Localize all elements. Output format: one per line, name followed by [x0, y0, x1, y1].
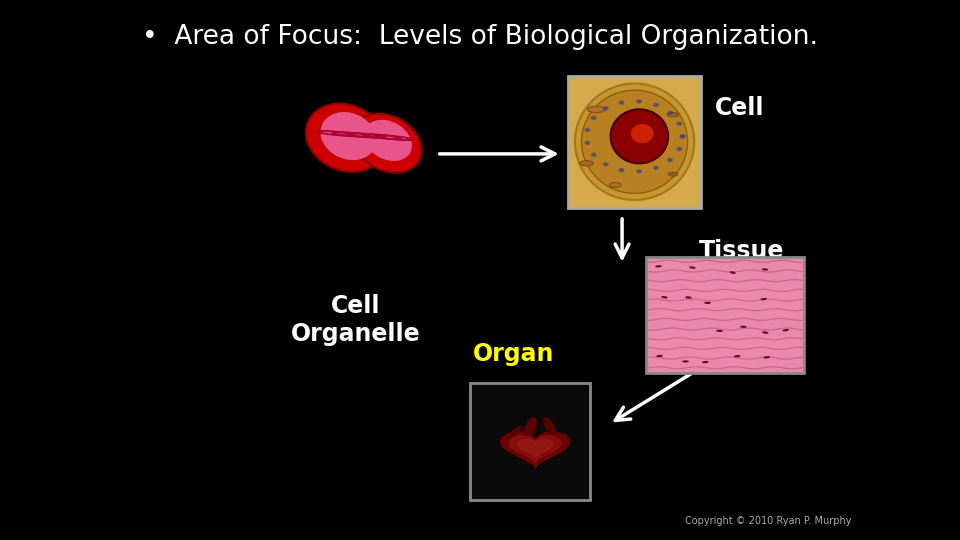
Ellipse shape: [762, 331, 768, 334]
Text: Cell
Organelle: Cell Organelle: [290, 294, 420, 346]
Ellipse shape: [689, 266, 696, 269]
Ellipse shape: [364, 120, 412, 161]
Text: Copyright © 2010 Ryan P. Murphy: Copyright © 2010 Ryan P. Murphy: [684, 516, 852, 526]
FancyBboxPatch shape: [646, 256, 804, 373]
Text: •  Area of Focus:  Levels of Biological Organization.: • Area of Focus: Levels of Biological Or…: [142, 24, 818, 50]
Ellipse shape: [705, 302, 711, 304]
Ellipse shape: [585, 140, 590, 145]
Ellipse shape: [667, 158, 673, 162]
Polygon shape: [501, 432, 569, 468]
FancyBboxPatch shape: [470, 383, 590, 500]
Ellipse shape: [677, 147, 683, 151]
Ellipse shape: [677, 122, 683, 126]
Ellipse shape: [740, 326, 747, 328]
Ellipse shape: [524, 417, 537, 438]
Ellipse shape: [653, 103, 659, 107]
Text: Tissue: Tissue: [699, 239, 784, 263]
Ellipse shape: [618, 168, 624, 172]
Ellipse shape: [588, 106, 605, 112]
Ellipse shape: [763, 356, 770, 359]
Ellipse shape: [636, 99, 642, 104]
Ellipse shape: [305, 104, 386, 172]
Ellipse shape: [655, 265, 661, 267]
Polygon shape: [518, 440, 552, 457]
Ellipse shape: [702, 361, 708, 363]
Ellipse shape: [661, 296, 668, 299]
Ellipse shape: [610, 183, 621, 187]
Ellipse shape: [618, 100, 624, 105]
Ellipse shape: [611, 109, 668, 163]
Text: Organ: Organ: [473, 342, 554, 366]
Ellipse shape: [683, 360, 689, 362]
Ellipse shape: [603, 162, 609, 166]
Ellipse shape: [636, 169, 642, 173]
Ellipse shape: [582, 90, 687, 193]
FancyBboxPatch shape: [568, 76, 701, 208]
Ellipse shape: [590, 153, 596, 157]
Ellipse shape: [653, 166, 659, 170]
Ellipse shape: [685, 296, 692, 299]
Ellipse shape: [590, 116, 596, 120]
Ellipse shape: [730, 271, 735, 274]
Text: Cell: Cell: [715, 96, 765, 120]
Ellipse shape: [657, 355, 662, 357]
Polygon shape: [510, 436, 561, 463]
Ellipse shape: [585, 128, 590, 132]
Ellipse shape: [507, 426, 521, 441]
Ellipse shape: [680, 134, 685, 138]
Ellipse shape: [734, 355, 740, 357]
Ellipse shape: [716, 330, 723, 332]
Ellipse shape: [580, 161, 593, 166]
Ellipse shape: [543, 417, 556, 435]
Ellipse shape: [575, 84, 694, 200]
Ellipse shape: [630, 123, 655, 144]
Ellipse shape: [668, 172, 678, 176]
Ellipse shape: [761, 268, 768, 271]
Ellipse shape: [760, 298, 767, 300]
Ellipse shape: [352, 113, 421, 173]
Ellipse shape: [667, 111, 673, 115]
Ellipse shape: [321, 112, 376, 160]
Ellipse shape: [680, 134, 685, 138]
Ellipse shape: [603, 106, 609, 111]
Ellipse shape: [667, 112, 679, 117]
Ellipse shape: [782, 329, 789, 332]
